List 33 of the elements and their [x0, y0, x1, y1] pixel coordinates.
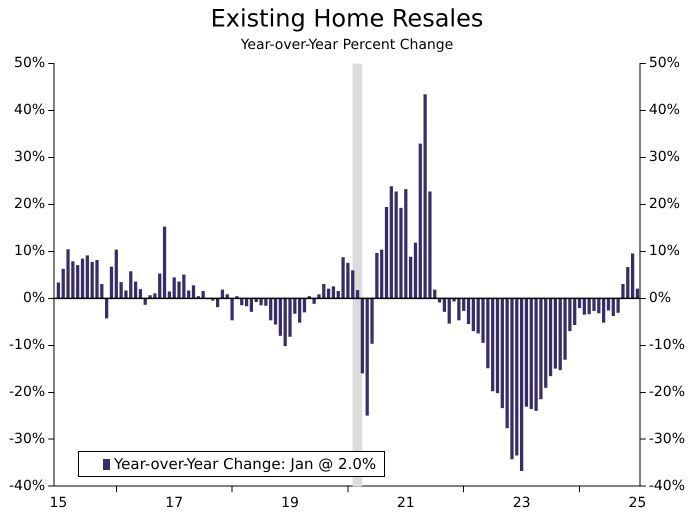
- x-tick-label: 21: [396, 495, 415, 512]
- y-tick-label: -10%: [8, 336, 46, 353]
- bar: [230, 298, 234, 320]
- x-tick-label: 15: [49, 495, 68, 512]
- x-tick-label: 23: [512, 495, 531, 512]
- y2-tick-label: -30%: [648, 430, 686, 447]
- legend-label: Year-over-Year Change: Jan @ 2.0%: [114, 455, 376, 473]
- y2-tick-label: 0%: [648, 290, 672, 306]
- x-tick-label: 17: [165, 495, 184, 512]
- y2-tick-label: 20%: [648, 196, 680, 212]
- y-tick-label: 10%: [14, 243, 46, 260]
- y-tick-label: 40%: [14, 102, 46, 118]
- y2-tick-label: 10%: [648, 243, 680, 260]
- y2-tick-label: 30%: [648, 149, 680, 166]
- y2-tick-label: -40%: [648, 478, 686, 494]
- y-tick-label: 50%: [14, 55, 46, 72]
- y2-tick-label: -20%: [648, 384, 686, 400]
- y-tick-label: 0%: [22, 290, 46, 306]
- x-tick-label: 25: [628, 495, 646, 512]
- bar: [144, 298, 147, 305]
- y2-tick-label: -10%: [648, 336, 686, 353]
- y-tick-label: -40%: [8, 478, 46, 494]
- y2-tick-label: 50%: [648, 55, 680, 72]
- bar: [312, 298, 316, 304]
- y2-tick-label: 40%: [648, 102, 680, 118]
- y-tick-label: 30%: [14, 149, 46, 166]
- x-tick-label: 19: [281, 495, 299, 512]
- chart-title: Existing Home Resales: [210, 4, 484, 33]
- y-tick-label: -30%: [8, 430, 46, 447]
- y-tick-label: 20%: [14, 196, 46, 212]
- chart-subtitle: Year-over-Year Percent Change: [240, 36, 454, 53]
- y-tick-label: -20%: [8, 384, 46, 400]
- bar: [105, 298, 108, 318]
